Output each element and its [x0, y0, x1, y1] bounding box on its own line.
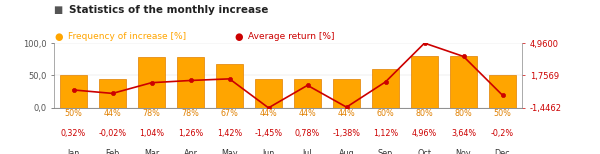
- Text: -1,45%: -1,45%: [254, 129, 283, 138]
- Text: Aug: Aug: [338, 149, 355, 154]
- Text: ■: ■: [54, 5, 67, 15]
- Text: Jul: Jul: [303, 149, 312, 154]
- Text: 80%: 80%: [416, 109, 433, 118]
- Text: Jun: Jun: [262, 149, 275, 154]
- Text: Sep: Sep: [378, 149, 393, 154]
- Text: -0,2%: -0,2%: [491, 129, 514, 138]
- Text: ●: ●: [234, 32, 242, 42]
- Text: 80%: 80%: [455, 109, 472, 118]
- Text: 0,78%: 0,78%: [295, 129, 320, 138]
- Text: Frequency of increase [%]: Frequency of increase [%]: [68, 32, 186, 41]
- Text: Average return [%]: Average return [%]: [248, 32, 334, 41]
- Text: 44%: 44%: [260, 109, 277, 118]
- Bar: [177, 57, 204, 108]
- Bar: [450, 56, 477, 108]
- Bar: [216, 65, 243, 108]
- Bar: [411, 56, 438, 108]
- Bar: [255, 79, 282, 108]
- Bar: [138, 57, 165, 108]
- Text: 1,42%: 1,42%: [217, 129, 242, 138]
- Text: Dec: Dec: [494, 149, 511, 154]
- Text: 1,26%: 1,26%: [178, 129, 203, 138]
- Text: 78%: 78%: [143, 109, 160, 118]
- Text: 78%: 78%: [182, 109, 199, 118]
- Bar: [60, 75, 87, 108]
- Text: Feb: Feb: [106, 149, 119, 154]
- Text: 50%: 50%: [65, 109, 82, 118]
- Text: Jan: Jan: [67, 149, 80, 154]
- Bar: [372, 69, 399, 108]
- Text: Oct: Oct: [418, 149, 431, 154]
- Text: -0,02%: -0,02%: [98, 129, 127, 138]
- Text: Nov: Nov: [455, 149, 472, 154]
- Text: 44%: 44%: [299, 109, 316, 118]
- Text: ●: ●: [54, 32, 62, 42]
- Text: 4,96%: 4,96%: [412, 129, 437, 138]
- Text: 44%: 44%: [338, 109, 355, 118]
- Text: 67%: 67%: [221, 109, 238, 118]
- Text: 50%: 50%: [494, 109, 511, 118]
- Text: 3,64%: 3,64%: [451, 129, 476, 138]
- Text: May: May: [221, 149, 238, 154]
- Text: Statistics of the monthly increase: Statistics of the monthly increase: [69, 5, 268, 15]
- Text: Mar: Mar: [144, 149, 159, 154]
- Bar: [294, 79, 321, 108]
- Bar: [99, 79, 126, 108]
- Text: 0,32%: 0,32%: [61, 129, 86, 138]
- Bar: [489, 75, 516, 108]
- Bar: [333, 79, 360, 108]
- Text: 60%: 60%: [377, 109, 394, 118]
- Text: 44%: 44%: [104, 109, 121, 118]
- Text: -1,38%: -1,38%: [332, 129, 361, 138]
- Text: 1,04%: 1,04%: [139, 129, 164, 138]
- Text: 1,12%: 1,12%: [373, 129, 398, 138]
- Text: Apr: Apr: [184, 149, 197, 154]
